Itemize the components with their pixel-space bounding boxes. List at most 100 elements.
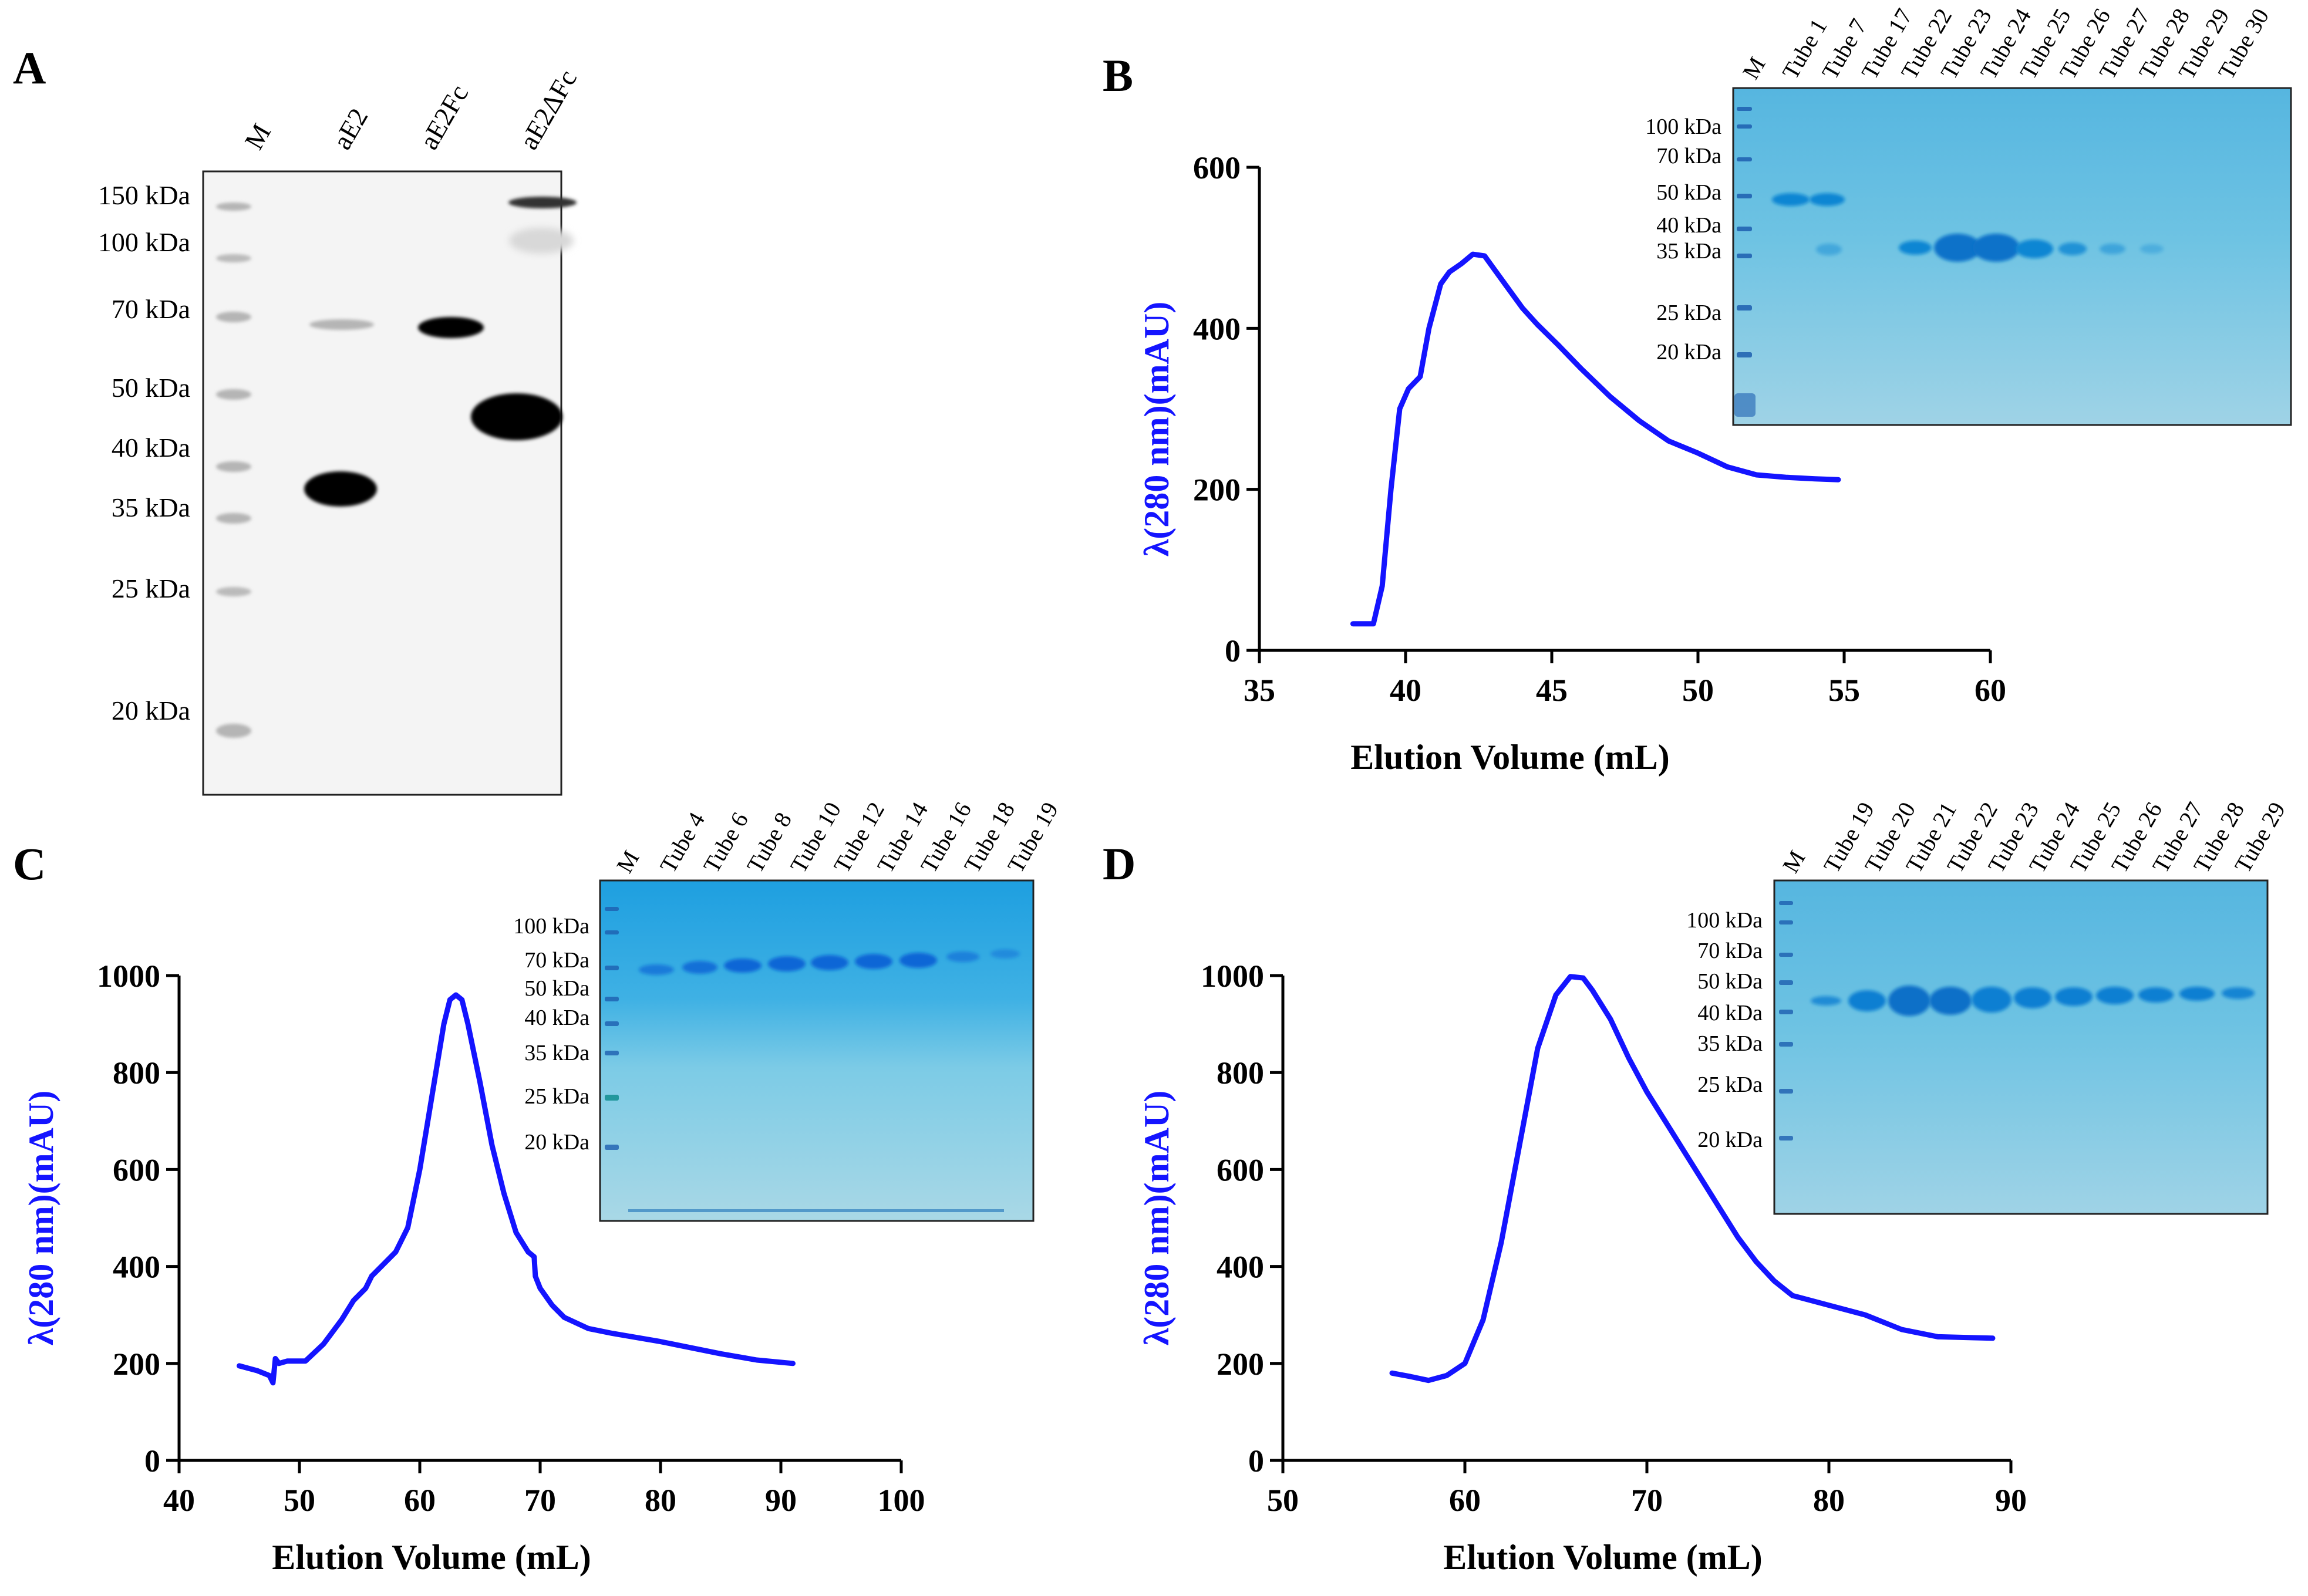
y-tick-label: 600	[1193, 150, 1241, 185]
panel-d: D 0 200 400 600 800 1000 50 60 70 80 90 λ(280 nm)(…	[1103, 798, 2290, 1577]
gel-image	[1773, 879, 2269, 1215]
gel-mw-label: 35 kDa	[1697, 1031, 1763, 1056]
gel-mw-label: 100 kDa	[513, 914, 589, 939]
y-tick-label: 800	[1217, 1055, 1264, 1091]
gel-lane-label: M	[1777, 846, 1811, 877]
gel-mw-label: 20 kDa	[1656, 340, 1721, 365]
gel-lane-label: Tube 6	[698, 808, 753, 877]
gel-mw-label: 40 kDa	[1697, 1001, 1763, 1025]
gel-ladder	[1734, 107, 1756, 417]
y-tick-label: 200	[113, 1347, 160, 1382]
blot-mw-label: 100 kDa	[98, 227, 190, 257]
blot-lane-label: aE2	[326, 103, 373, 154]
gel-mw-label: 50 kDa	[524, 976, 589, 1001]
panel-b-elution-trace	[1350, 251, 1841, 627]
y-tick-label: 1000	[97, 959, 160, 994]
panel-c-elution-trace	[237, 992, 796, 1386]
gel-ladder	[605, 907, 619, 1150]
panel-d-elution-trace	[1389, 974, 1996, 1384]
x-tick-label: 70	[1631, 1483, 1663, 1518]
x-tick-label: 70	[524, 1483, 556, 1518]
blot-mw-label: 150 kDa	[98, 180, 190, 210]
y-tick-label: 0	[1248, 1443, 1264, 1479]
panel-c-x-axis-title: Elution Volume (mL)	[272, 1538, 591, 1577]
y-tick-label: 400	[1193, 311, 1241, 346]
gel-bands	[628, 949, 1020, 1212]
blot-lane-label: M	[238, 119, 277, 154]
gel-mw-label: 70 kDa	[1656, 144, 1721, 168]
gel-lane-label: Tube 8	[742, 808, 797, 877]
gel-bands	[1772, 193, 2164, 262]
gel-mw-label: 100 kDa	[1686, 908, 1763, 933]
y-tick-label: 1000	[1201, 959, 1264, 994]
gel-mw-label: 50 kDa	[1656, 180, 1721, 205]
y-tick-label: 0	[144, 1443, 160, 1479]
panel-d-label: D	[1103, 838, 1136, 889]
x-tick-label: 60	[404, 1483, 436, 1518]
x-tick-label: 45	[1536, 673, 1568, 708]
blot-ladder	[216, 203, 251, 738]
blot-lane-label: aE2ΔFc	[513, 65, 582, 154]
blot-mw-label: 35 kDa	[112, 492, 190, 522]
y-tick-label: 200	[1193, 473, 1241, 508]
panel-b-axes: 0 200 400 600 35 40 45 50 55 60	[1193, 150, 2006, 708]
panel-d-x-axis-title: Elution Volume (mL)	[1443, 1538, 1762, 1577]
panel-d-y-axis-title: λ(280 nm)(mAU)	[1137, 1091, 1176, 1345]
y-tick-label: 600	[113, 1152, 160, 1187]
x-tick-label: 40	[163, 1483, 195, 1518]
x-tick-label: 40	[1390, 673, 1421, 708]
y-tick-label: 800	[113, 1055, 160, 1091]
blot-mw-label: 20 kDa	[112, 696, 190, 726]
gel-mw-label: 40 kDa	[1656, 213, 1721, 238]
panel-c-label: C	[13, 838, 46, 889]
gel-mw-label: 50 kDa	[1697, 969, 1763, 994]
panel-a: A M aE2 aE2Fc aE2ΔFc 150 kDa 100 kDa 70 …	[13, 42, 582, 796]
panel-c-axes: 0 200 400 600 800 1000 40 50 60 70 80 90 100	[97, 959, 925, 1518]
gel-mw-label: 25 kDa	[1697, 1072, 1763, 1097]
y-tick-label: 0	[1225, 633, 1241, 669]
x-tick-label: 35	[1244, 673, 1275, 708]
x-tick-label: 80	[645, 1483, 676, 1518]
gel-bands	[1811, 986, 2255, 1016]
x-tick-label: 90	[1995, 1483, 2027, 1518]
blot-bands	[304, 197, 577, 507]
gel-mw-label: 20 kDa	[1697, 1128, 1763, 1152]
blot-mw-label: 50 kDa	[112, 373, 190, 403]
gel-lane-label: M	[611, 846, 645, 877]
blot-mw-label: 25 kDa	[112, 573, 190, 603]
x-tick-label: 60	[1975, 673, 2006, 708]
gel-mw-label: 40 kDa	[524, 1005, 589, 1030]
panel-d-axes: 0 200 400 600 800 1000 50 60 70 80 90	[1201, 959, 2027, 1518]
x-tick-label: 80	[1813, 1483, 1845, 1518]
x-tick-label: 60	[1449, 1483, 1481, 1518]
gel-mw-label: 100 kDa	[1645, 114, 1721, 139]
x-tick-label: 50	[1267, 1483, 1299, 1518]
x-tick-label: 90	[765, 1483, 797, 1518]
blot-lane-label: aE2Fc	[413, 80, 474, 154]
gel-mw-label: 70 kDa	[524, 948, 589, 973]
blot-mw-label: 70 kDa	[112, 294, 190, 324]
gel-lane-label: Tube 4	[655, 808, 710, 877]
panel-b-label: B	[1103, 50, 1133, 101]
y-tick-label: 600	[1217, 1152, 1264, 1187]
panel-b-x-axis-title: Elution Volume (mL)	[1350, 738, 1669, 777]
gel-ladder	[1779, 901, 1793, 1141]
gel-mw-label: 25 kDa	[1656, 301, 1721, 325]
gel-mw-label: 35 kDa	[1656, 239, 1721, 264]
x-tick-label: 50	[1682, 673, 1714, 708]
panel-a-label: A	[13, 42, 46, 93]
gel-mw-label: 20 kDa	[524, 1130, 589, 1155]
gel-lane-label: M	[1737, 52, 1771, 83]
x-tick-label: 100	[878, 1483, 925, 1518]
panel-b-y-axis-title: λ(280 nm)(mAU)	[1137, 302, 1176, 556]
